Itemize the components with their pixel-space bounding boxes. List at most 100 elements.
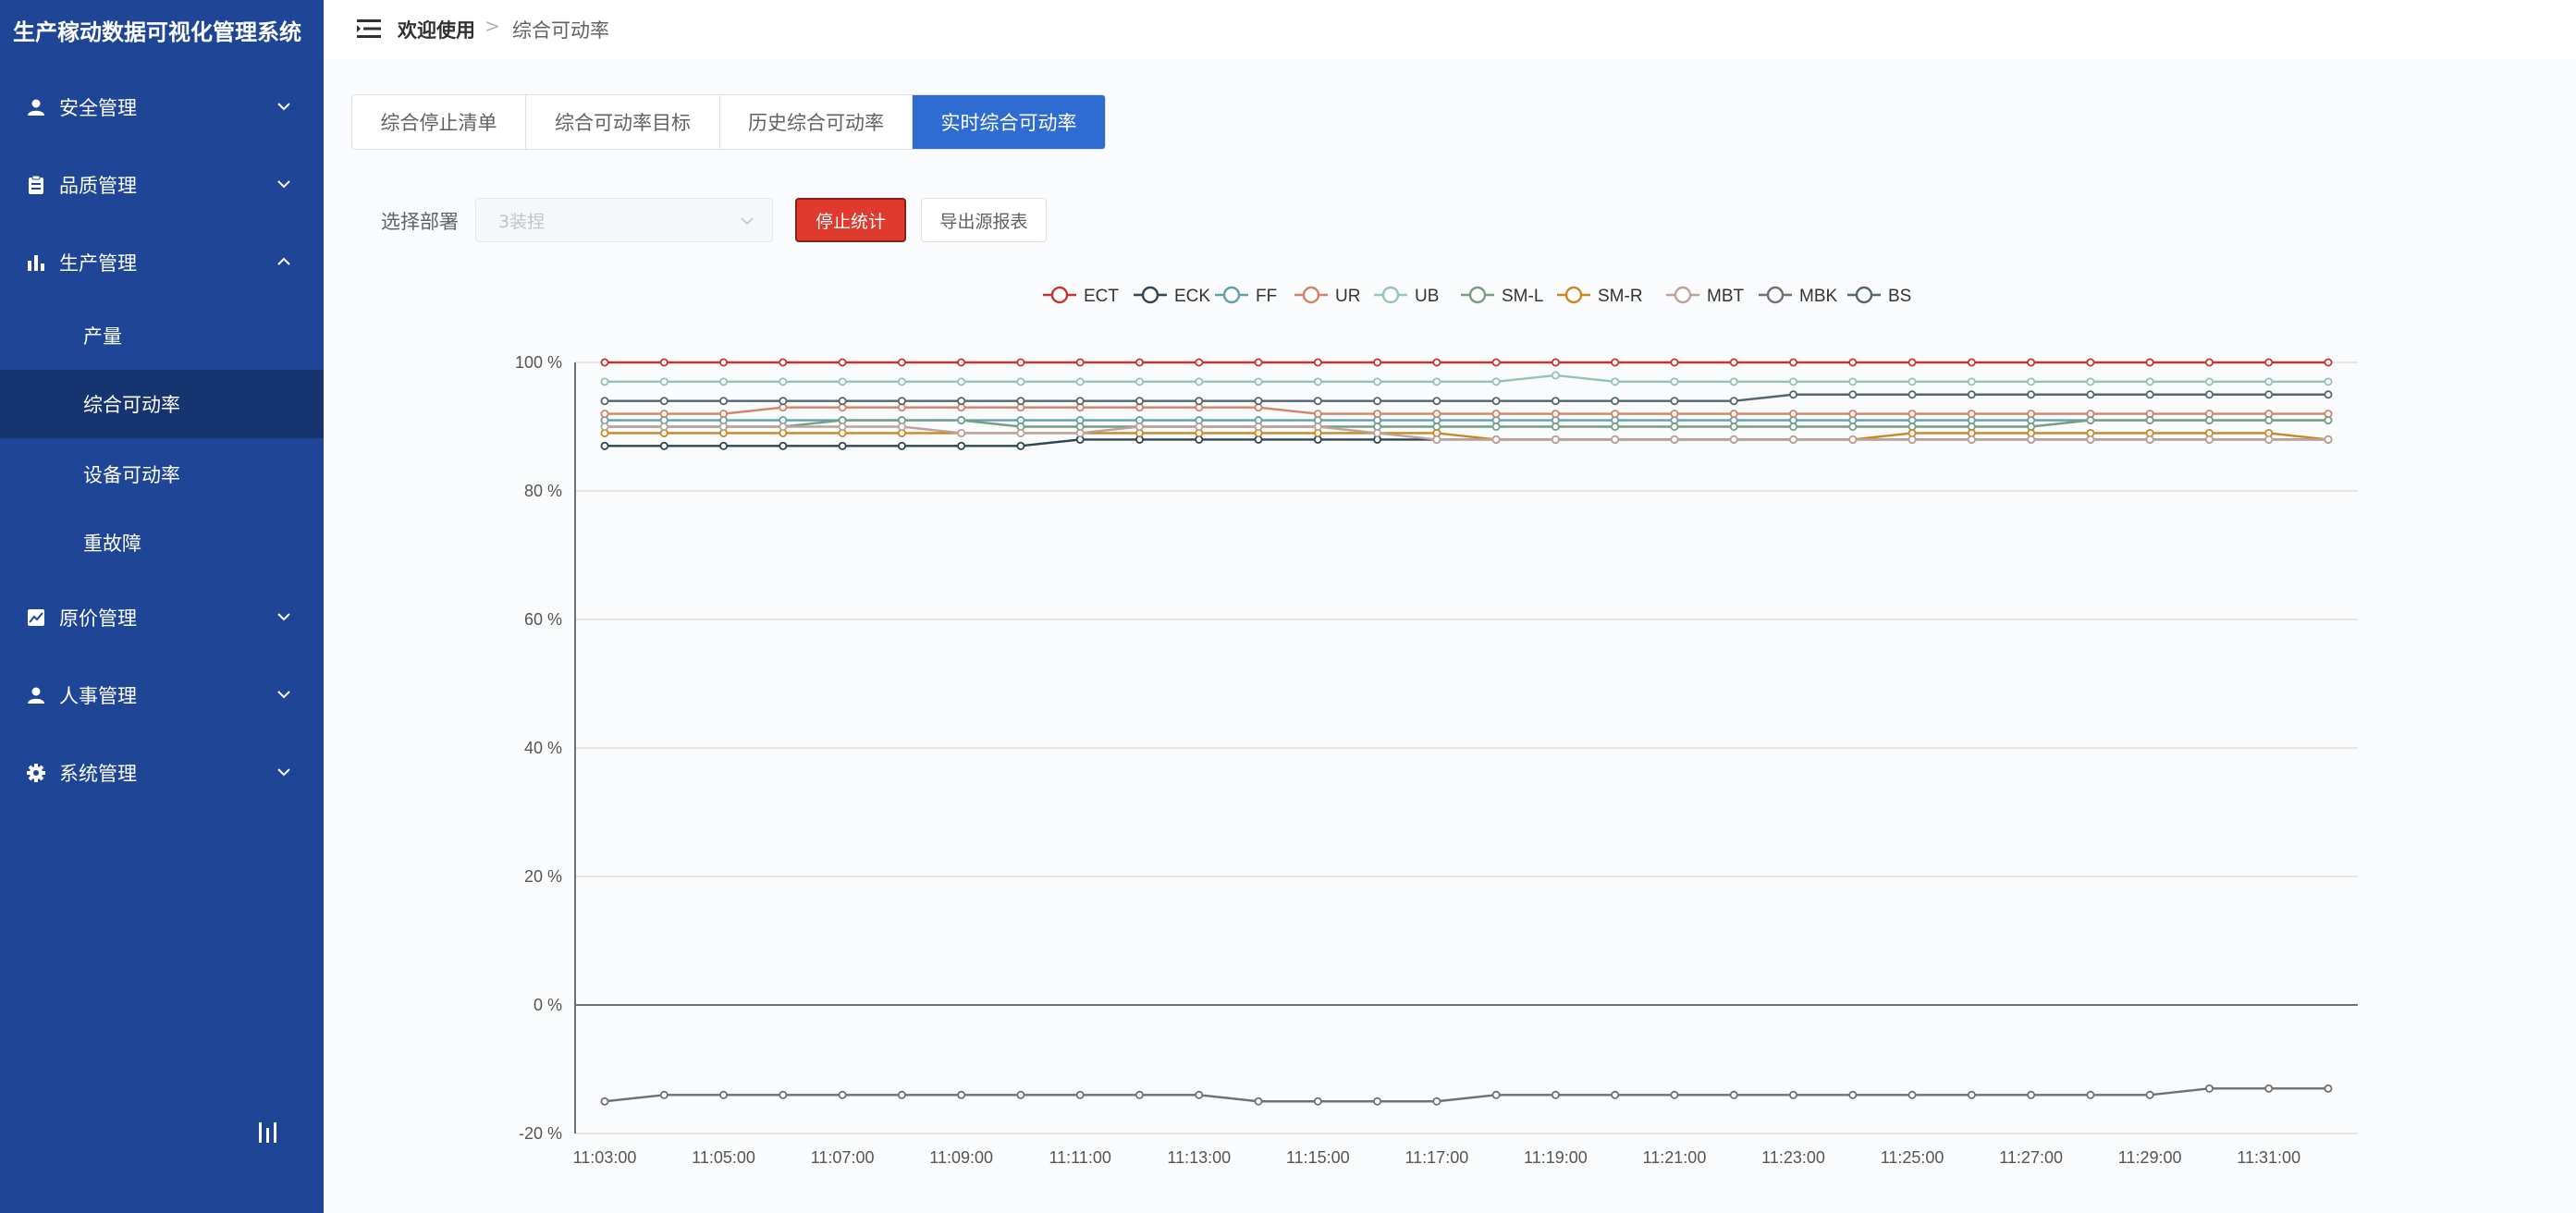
- data-point: [2145, 435, 2154, 444]
- legend-item-ff[interactable]: FF: [1215, 286, 1277, 306]
- x-tick-label: 11:05:00: [692, 1148, 755, 1167]
- legend-label: MBT: [1707, 287, 1745, 306]
- data-point: [1075, 1090, 1085, 1099]
- clipboard-icon: [26, 175, 46, 195]
- data-point: [1313, 358, 1322, 367]
- legend-item-mbt[interactable]: MBT: [1666, 286, 1745, 306]
- data-point: [1789, 358, 1798, 367]
- data-point: [1313, 1097, 1322, 1106]
- data-point: [957, 428, 966, 437]
- data-point: [2027, 390, 2036, 399]
- data-point: [1789, 435, 1798, 444]
- app-title: 生产稼动数据可视化管理系统: [13, 18, 301, 45]
- data-point: [2027, 435, 2036, 444]
- data-point: [1135, 397, 1144, 406]
- line-chart-icon: [26, 607, 46, 628]
- tab-history-availability[interactable]: 历史综合可动率: [720, 95, 913, 149]
- legend-item-ur[interactable]: UR: [1294, 286, 1360, 306]
- data-point: [1075, 428, 1085, 437]
- sidebar-subitem-label: 综合可动率: [83, 394, 180, 416]
- availability-line-chart: 100 % 80 % 60 % 40 % 20 % 0 % -20 % 11:03:00 11:…: [324, 259, 2576, 1213]
- data-point: [1432, 358, 1441, 367]
- data-point: [1967, 390, 1976, 399]
- data-point: [659, 377, 669, 386]
- menu-fold-icon[interactable]: [355, 17, 383, 41]
- sidebar-subitem-equipment-availability[interactable]: 设备可动率: [0, 440, 324, 508]
- sidebar-item-quality[interactable]: 品质管理: [0, 146, 324, 224]
- data-point: [1670, 422, 1679, 431]
- data-point: [1373, 397, 1382, 406]
- data-point: [1670, 397, 1679, 406]
- sidebar-subitem-output[interactable]: 产量: [0, 301, 324, 370]
- tab-stop-list[interactable]: 综合停止清单: [352, 95, 526, 149]
- legend-item-mbk[interactable]: MBK: [1759, 286, 1838, 306]
- data-point: [2027, 377, 2036, 386]
- breadcrumb-home[interactable]: 欢迎使用: [398, 19, 475, 42]
- data-point: [1967, 1090, 1976, 1099]
- sidebar-item-hr[interactable]: 人事管理: [0, 656, 324, 734]
- data-point: [1491, 1090, 1501, 1099]
- stop-statistics-button[interactable]: 停止统计: [795, 198, 906, 242]
- legend-item-bs[interactable]: BS: [1847, 286, 1911, 306]
- data-point: [897, 422, 906, 431]
- y-tick-label: 0 %: [534, 996, 562, 1014]
- sidebar-item-label: 品质管理: [59, 175, 137, 197]
- data-point: [659, 441, 669, 450]
- export-report-button[interactable]: 导出源报表: [921, 198, 1047, 242]
- collapse-sidebar-icon[interactable]: [255, 1119, 285, 1146]
- y-tick-label: 40 %: [524, 739, 562, 757]
- legend-item-eck[interactable]: ECK: [1134, 286, 1210, 306]
- sidebar-item-cost[interactable]: 原价管理: [0, 579, 324, 656]
- department-select[interactable]: 3装捏: [475, 198, 773, 242]
- legend-label: UR: [1335, 287, 1360, 306]
- data-point: [1135, 422, 1144, 431]
- legend-item-ub[interactable]: UB: [1374, 286, 1439, 306]
- data-point: [2086, 1090, 2095, 1099]
- data-point: [1373, 358, 1382, 367]
- data-point: [2204, 358, 2214, 367]
- data-point: [1729, 377, 1738, 386]
- legend-item-ect[interactable]: ECT: [1043, 286, 1119, 306]
- department-label: 选择部署: [381, 211, 459, 233]
- data-point: [1016, 1090, 1025, 1099]
- sidebar-subitem-label: 设备可动率: [83, 464, 180, 486]
- data-point: [1670, 1090, 1679, 1099]
- sidebar-subitem-major-fault[interactable]: 重故障: [0, 508, 324, 577]
- x-tick-label: 11:17:00: [1405, 1148, 1468, 1167]
- data-point: [2145, 390, 2154, 399]
- data-point: [1551, 371, 1560, 380]
- data-point: [1789, 390, 1798, 399]
- chevron-down-icon: [277, 768, 290, 777]
- sidebar-item-safety[interactable]: 安全管理: [0, 68, 324, 146]
- sidebar-subitem-overall-availability[interactable]: 综合可动率: [0, 370, 324, 438]
- data-point: [1848, 410, 1858, 419]
- data-point: [2204, 1084, 2214, 1093]
- legend-label: ECK: [1174, 287, 1210, 306]
- department-select-value: 3装捏: [498, 211, 546, 232]
- data-point: [779, 377, 788, 386]
- tab-realtime-availability[interactable]: 实时综合可动率: [913, 95, 1105, 149]
- legend-item-sm-r[interactable]: SM-R: [1557, 286, 1643, 306]
- data-point: [1967, 410, 1976, 419]
- data-point: [897, 358, 906, 367]
- data-point: [779, 422, 788, 431]
- chevron-down-icon: [277, 613, 290, 621]
- data-point: [1907, 1090, 1917, 1099]
- data-point: [897, 1090, 906, 1099]
- legend-label: MBK: [1799, 287, 1838, 306]
- data-point: [1611, 358, 1620, 367]
- sidebar-item-system[interactable]: 系统管理: [0, 734, 324, 812]
- legend-item-sm-l[interactable]: SM-L: [1461, 286, 1543, 306]
- data-point: [2086, 416, 2095, 425]
- series-line-mbt: [605, 425, 2328, 441]
- tab-availability-target[interactable]: 综合可动率目标: [526, 95, 720, 149]
- sidebar-item-label: 安全管理: [59, 97, 137, 119]
- x-tick-label: 11:13:00: [1167, 1148, 1231, 1167]
- legend-label: UB: [1415, 287, 1439, 306]
- data-point: [1789, 422, 1798, 431]
- data-point: [1135, 377, 1144, 386]
- data-point: [1789, 410, 1798, 419]
- sidebar-item-production[interactable]: 生产管理: [0, 224, 324, 301]
- legend-label: FF: [1256, 287, 1277, 306]
- data-point: [2324, 1084, 2333, 1093]
